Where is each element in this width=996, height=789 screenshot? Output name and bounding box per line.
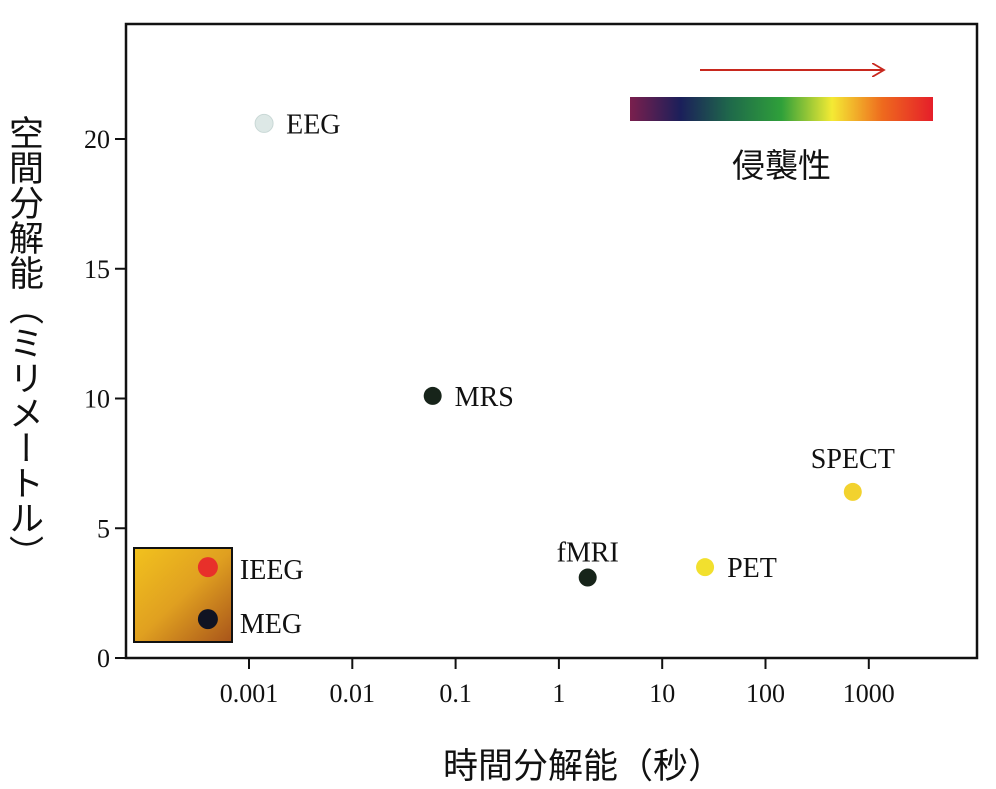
x-tick-label: 100 [746,679,785,708]
x-tick-label: 0.01 [330,679,376,708]
y-tick-label: 15 [84,255,110,284]
point-label-meg: MEG [240,609,302,640]
point-label-fmri: fMRI [557,538,619,569]
x-tick-label: 0.1 [439,679,472,708]
x-axis-label: 時間分解能（秒） [442,747,723,787]
invasiveness-color-bar [630,97,933,121]
x-tick-label: 10 [649,679,675,708]
point-ieeg [197,557,218,578]
point-label-spect: SPECT [811,444,895,475]
point-label-eeg: EEG [286,109,340,140]
point-mrs [423,386,442,405]
point-spect [843,482,862,501]
y-tick-label: 20 [84,125,110,154]
y-tick-label: 10 [84,385,110,414]
point-fmri [578,568,597,587]
y-axis-label: 空間分解能（ミリメートル） [3,115,43,570]
axes: 0 5 10 15 20 0.001 0.01 0.1 1 10 100 1000 [84,125,895,708]
point-meg [197,609,218,630]
invasive-methods-box [133,547,233,643]
point-label-ieeg: IEEG [240,555,304,586]
point-label-pet: PET [727,553,777,584]
invasiveness-scale [630,70,933,121]
x-tick-label: 1000 [843,679,895,708]
invasiveness-scale-title: 侵襲性 [732,146,831,185]
y-tick-label: 0 [97,644,110,673]
plot-frame [124,22,979,660]
data-points: EEG MRS fMRI PET SPECT IEEG MEG [133,109,895,643]
point-eeg [254,113,274,133]
point-pet [696,558,715,577]
x-tick-label: 0.001 [220,679,279,708]
y-tick-label: 5 [97,514,110,543]
point-label-mrs: MRS [455,382,514,413]
x-tick-label: 1 [552,679,565,708]
